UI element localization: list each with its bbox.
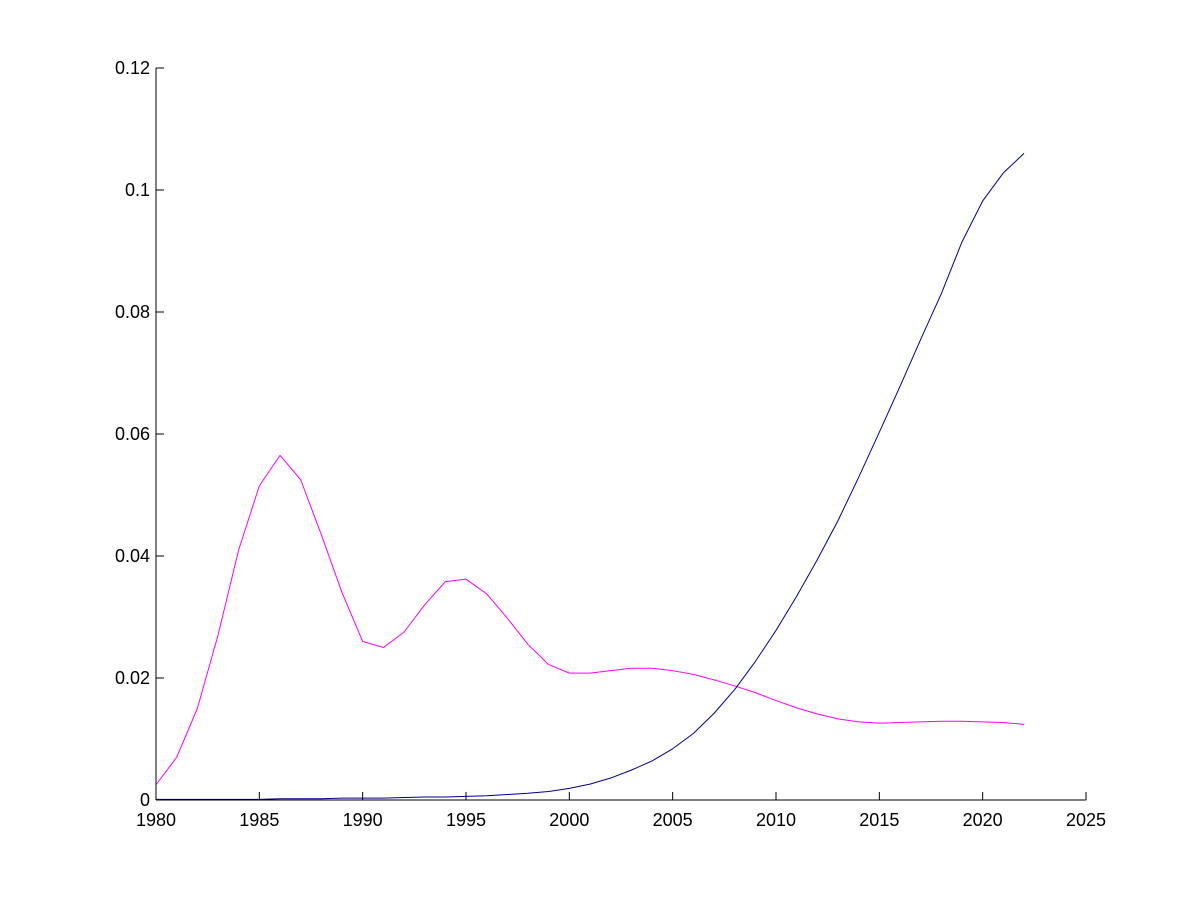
- series-layer: [155, 153, 1025, 800]
- x-tick-label: 1990: [343, 810, 383, 830]
- x-tick-label: 2015: [859, 810, 899, 830]
- x-tick-label: 2000: [549, 810, 589, 830]
- x-tick-label: 2025: [1066, 810, 1106, 830]
- y-tick-label: 0: [140, 790, 150, 810]
- x-tick-label: 2020: [963, 810, 1003, 830]
- ticks: [155, 67, 1087, 801]
- y-tick-label: 0.08: [115, 302, 150, 322]
- y-tick-label: 0.06: [115, 424, 150, 444]
- x-tick-label: 1980: [136, 810, 176, 830]
- x-tick-label: 1985: [239, 810, 279, 830]
- series-line-1: [155, 454, 1025, 786]
- tick-labels: 1980 1985 1990 1995 2000 2005 2010 2015 2020 2025…: [115, 58, 1106, 830]
- y-tick-label: 0.12: [115, 58, 150, 78]
- series-line-2: [156, 153, 1025, 800]
- x-tick-label: 2005: [653, 810, 693, 830]
- x-tick-label: 2010: [756, 810, 796, 830]
- y-tick-label: 0.02: [115, 668, 150, 688]
- y-tick-label: 0.04: [115, 546, 150, 566]
- axes: [155, 68, 1086, 801]
- x-tick-label: 1995: [446, 810, 486, 830]
- y-tick-label: 0.1: [125, 180, 150, 200]
